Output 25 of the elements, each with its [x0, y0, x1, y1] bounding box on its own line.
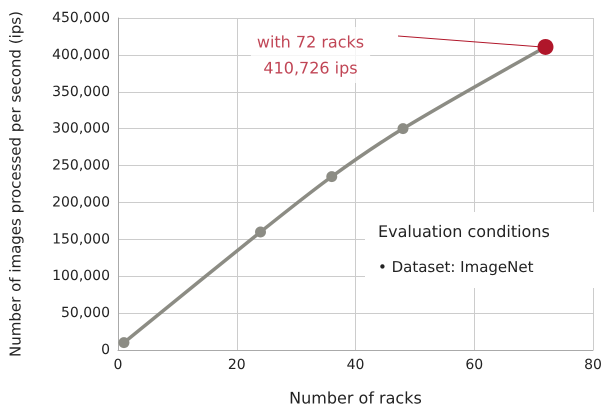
x-axis-title: Number of racks	[289, 388, 422, 408]
x-tick-label: 0	[114, 357, 122, 373]
point	[255, 226, 266, 238]
y-tick-label: 100,000	[52, 268, 110, 284]
y-tick-label: 350,000	[52, 84, 110, 100]
y-tick-label: 0	[101, 342, 110, 358]
y-tick-label: 450,000	[52, 10, 110, 26]
x-tick-label: 40	[346, 357, 364, 373]
annotation: Evaluation conditions	[378, 222, 550, 241]
y-tick-label: 200,000	[52, 194, 110, 210]
annotation: • Dataset: ImageNet	[378, 258, 534, 276]
x-tick-label: 80	[584, 357, 602, 373]
y-tick-label: 50,000	[61, 305, 110, 322]
y-tick-label: 250,000	[52, 158, 110, 174]
y-tick-label: 150,000	[52, 231, 110, 248]
point	[398, 123, 408, 134]
y-axis-title: Number of images processed per second (ips)	[6, 11, 24, 357]
x-tick-label: 20	[228, 357, 246, 373]
annotation: with 72 racks 410,726 ips	[256, 32, 364, 78]
x-tick-label: 60	[465, 357, 484, 373]
y-tick-label: 300,000	[52, 120, 110, 137]
note-box: Evaluation conditions • Dataset: ImageNet	[365, 212, 595, 288]
point	[326, 171, 338, 182]
point	[118, 337, 130, 348]
y-tick-label: 400,000	[52, 46, 110, 63]
